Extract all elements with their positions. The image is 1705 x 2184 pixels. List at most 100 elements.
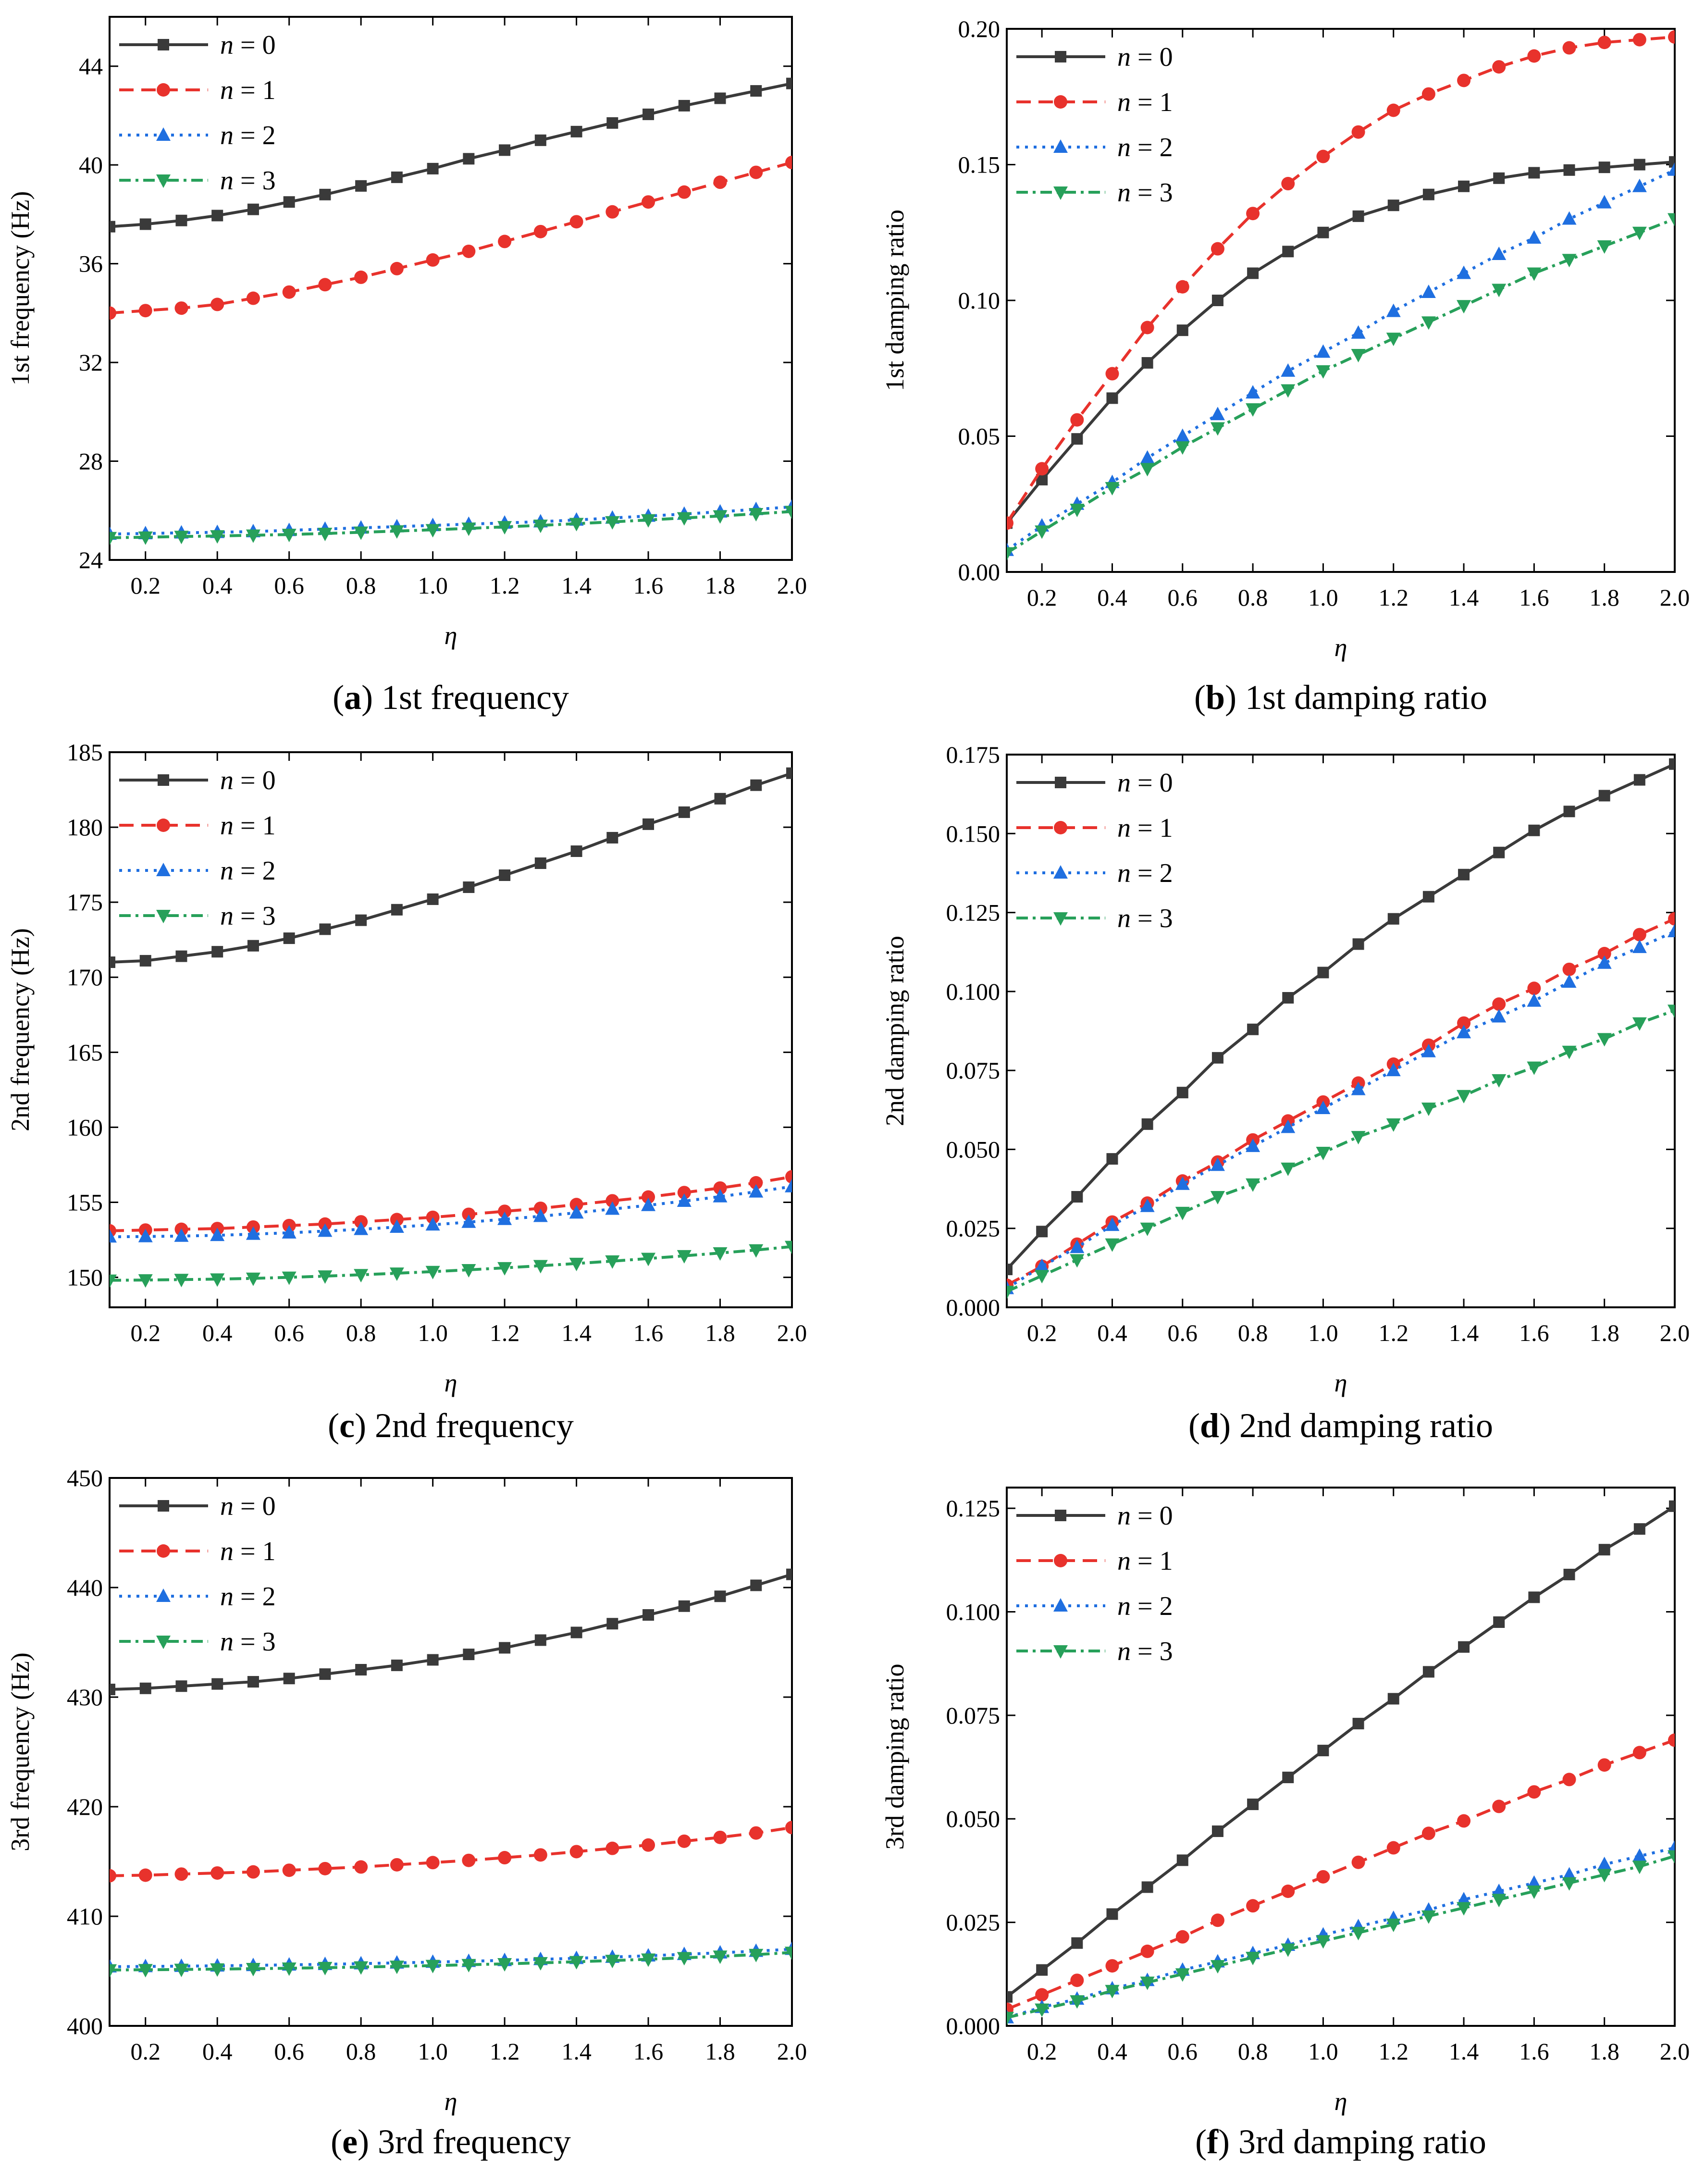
panel-c-point-n2 (461, 1214, 476, 1228)
panel-a-point-n0 (570, 125, 582, 137)
panel-a-xlabel: η (445, 621, 457, 650)
panel-f-point-n3 (1140, 1976, 1155, 1990)
panel-a-axes-frame (109, 16, 793, 561)
panel-f-point-n0 (1317, 1745, 1329, 1757)
panel-a-point-n3 (605, 516, 620, 530)
panel-e-point-n1 (282, 1863, 296, 1877)
panel-d-point-n2 (1246, 1138, 1260, 1152)
panel-f-xtick-label: 0.4 (1097, 2038, 1127, 2065)
panel-b-point-n1 (1316, 149, 1330, 163)
panel-f-point-n3 (1007, 2011, 1014, 2025)
panel-a-xtick-label: 0.2 (130, 572, 161, 599)
panel-b-ytick-label: 0.05 (958, 423, 1001, 450)
panel-d-point-n2 (1562, 974, 1577, 988)
panel-c-point-n2 (641, 1197, 656, 1211)
panel-b-point-n2 (1316, 344, 1331, 358)
panel-d-ytick-label: 0.000 (946, 1294, 1001, 1321)
panel-e-point-n1 (390, 1858, 404, 1872)
panel-d-ytick-label: 0.150 (946, 820, 1001, 847)
panel-e-point-n3 (138, 1964, 153, 1978)
panel-f-xtick-label: 0.8 (1238, 2038, 1268, 2065)
panel-e-ytick-label: 410 (67, 1903, 103, 1930)
panel-b-point-n1 (1246, 207, 1260, 221)
panel-e-legend-label-n3: n = 3 (220, 1627, 276, 1657)
panel-f-point-n0 (1387, 1693, 1399, 1705)
panel-e-point-n3 (533, 1957, 548, 1971)
panel-a-point-n0 (175, 214, 187, 226)
panel-f-xtick-label: 1.0 (1308, 2038, 1338, 2065)
panel-c-point-n3 (461, 1264, 476, 1278)
panel-e-legend-label-n2: n = 2 (220, 1582, 276, 1612)
panel-e-point-n1 (138, 1868, 152, 1882)
panel-a-legend-marker-n0 (158, 39, 169, 50)
panel-f-point-n1 (1175, 1930, 1189, 1944)
panel-c-xtick-label: 1.0 (418, 1319, 448, 1346)
panel-f-series-line-n3 (1007, 1854, 1675, 2019)
panel-e-ytick-label: 400 (67, 2012, 103, 2039)
panel-f-point-n3 (1316, 1935, 1331, 1949)
panel-c-point-n0 (247, 940, 259, 952)
panel-e-axes-frame (109, 1477, 793, 2027)
panel-e-xtick-label: 1.8 (705, 2038, 735, 2065)
panel-b-point-n2 (1351, 325, 1366, 339)
panel-c-legend-marker-n3 (156, 910, 171, 923)
panel-c-ytick-label: 155 (67, 1189, 103, 1216)
panel-b-point-n0 (1317, 226, 1329, 238)
panel-d-point-n3 (1105, 1238, 1120, 1252)
panel-a-point-n1 (749, 165, 763, 179)
panel-a-point-n3 (785, 506, 792, 520)
panel-a-point-n3 (174, 531, 189, 545)
panel-d-ytick-label: 0.025 (946, 1215, 1001, 1242)
panel-a-xtick-label: 0.8 (346, 572, 376, 599)
panel-a-point-n0 (427, 162, 439, 174)
panel-c-point-n0 (211, 946, 223, 958)
panel-b-point-n1 (1211, 242, 1224, 256)
panel-b-point-n3 (1070, 504, 1085, 518)
panel-d-xtick-label: 1.6 (1519, 1319, 1549, 1346)
panel-a-legend-marker-n1 (157, 83, 170, 97)
panel-d-ytick-label: 0.125 (946, 899, 1001, 926)
panel-d-point-n3 (1140, 1222, 1155, 1236)
panel-c-series-group (110, 767, 792, 1288)
panel-c-chart: 0.2 0.4 0.6 0.8 1.0 1.2 1.4 1.6 1.8 2.0 150 155 160 1… (6, 739, 807, 1445)
panel-c-point-n3 (569, 1257, 584, 1271)
panel-a-ylabel: 1st frequency (Hz) (6, 191, 35, 386)
panel-d-point-n1 (1562, 962, 1576, 976)
panel-c-xtick-label: 1.6 (633, 1319, 664, 1346)
panel-c-point-n0 (499, 869, 511, 881)
panel-c-point-n3 (605, 1255, 620, 1269)
panel-f-point-n2 (1492, 1884, 1507, 1897)
panel-c-point-n2 (425, 1217, 440, 1231)
panel-b-point-n0 (1247, 267, 1259, 279)
panel-c-point-n1 (677, 1186, 691, 1200)
panel-f-xtick-label: 1.6 (1519, 2038, 1549, 2065)
panel-b-legend-label-n1: n = 1 (1117, 87, 1173, 117)
panel-b-point-n3 (1597, 240, 1612, 254)
panel-e-point-n0 (175, 1680, 187, 1692)
panel-a-ytick-label: 36 (79, 250, 103, 277)
panel-a-xtick-label: 1.8 (705, 572, 735, 599)
panel-d-point-n3 (1597, 1033, 1612, 1047)
panel-f-xtick-label: 0.6 (1168, 2038, 1198, 2065)
panel-d-point-n1 (1668, 912, 1675, 926)
panel-e-xtick-label: 1.4 (561, 2038, 592, 2065)
panel-e-point-n1 (713, 1830, 727, 1844)
panel-c-point-n3 (246, 1272, 260, 1286)
panel-b-legend-label-n0: n = 0 (1117, 42, 1173, 72)
panel-b-point-n1 (1140, 321, 1154, 335)
panel-c-xtick-label: 1.4 (561, 1319, 592, 1346)
panel-c-point-n0 (750, 779, 762, 791)
panel-f-legend-marker-n3 (1053, 1645, 1068, 1659)
panel-e-ytick-label: 430 (67, 1684, 103, 1711)
panel-f-point-n3 (1246, 1951, 1260, 1965)
panel-a-point-n1 (498, 235, 512, 248)
panel-e-point-n1 (426, 1856, 440, 1870)
panel-e-xtick-label: 0.4 (202, 2038, 233, 2065)
panel-c-point-n2 (677, 1193, 692, 1207)
panel-d-point-n3 (1562, 1045, 1577, 1059)
panel-d-xtick-label: 0.4 (1097, 1319, 1127, 1346)
panel-b-point-n1 (1175, 280, 1189, 294)
panel-e-point-n0 (139, 1682, 151, 1694)
panel-b-series-line-n0 (1007, 160, 1675, 524)
